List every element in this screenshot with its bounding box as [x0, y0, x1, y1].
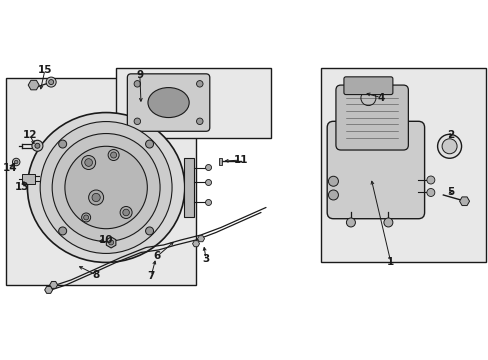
- Bar: [218, 158, 222, 165]
- Circle shape: [437, 134, 461, 158]
- Text: 7: 7: [147, 271, 155, 281]
- Circle shape: [360, 91, 375, 105]
- Circle shape: [145, 140, 153, 148]
- Text: 3: 3: [202, 254, 209, 264]
- Circle shape: [88, 190, 103, 205]
- Text: 5: 5: [447, 188, 453, 198]
- Circle shape: [196, 118, 203, 125]
- Circle shape: [134, 118, 141, 125]
- Circle shape: [441, 139, 456, 154]
- Circle shape: [205, 180, 211, 185]
- Circle shape: [12, 158, 20, 166]
- Circle shape: [59, 227, 66, 235]
- Circle shape: [92, 193, 100, 202]
- Circle shape: [65, 146, 147, 229]
- Circle shape: [196, 81, 203, 87]
- Circle shape: [40, 122, 172, 253]
- Bar: [6, 78, 196, 285]
- Circle shape: [83, 215, 88, 220]
- Bar: [22, 174, 35, 184]
- Circle shape: [32, 140, 43, 151]
- Bar: [320, 68, 485, 262]
- Circle shape: [81, 156, 96, 170]
- Ellipse shape: [148, 87, 189, 118]
- Circle shape: [108, 240, 113, 245]
- Text: 13: 13: [15, 183, 30, 193]
- Bar: [183, 158, 193, 217]
- FancyBboxPatch shape: [127, 74, 209, 131]
- Circle shape: [35, 143, 40, 148]
- FancyBboxPatch shape: [335, 85, 407, 150]
- Circle shape: [383, 218, 392, 227]
- Text: 6: 6: [153, 251, 161, 261]
- Text: 11: 11: [233, 155, 248, 165]
- Text: 14: 14: [2, 162, 17, 172]
- Circle shape: [134, 81, 141, 87]
- Circle shape: [46, 77, 56, 87]
- Circle shape: [110, 152, 117, 158]
- Text: 12: 12: [22, 130, 37, 140]
- Circle shape: [346, 218, 355, 227]
- Circle shape: [108, 149, 119, 161]
- FancyBboxPatch shape: [326, 121, 424, 219]
- Circle shape: [205, 165, 211, 171]
- Text: 1: 1: [386, 257, 394, 267]
- Circle shape: [52, 134, 160, 242]
- Circle shape: [205, 199, 211, 206]
- Text: 8: 8: [92, 270, 100, 280]
- Circle shape: [120, 207, 132, 219]
- Text: 2: 2: [447, 130, 453, 140]
- Circle shape: [49, 80, 54, 85]
- Circle shape: [122, 209, 129, 216]
- Circle shape: [328, 190, 338, 200]
- Text: 10: 10: [99, 235, 113, 245]
- Circle shape: [81, 213, 90, 222]
- Circle shape: [145, 227, 153, 235]
- Ellipse shape: [27, 113, 184, 262]
- Circle shape: [426, 176, 434, 184]
- Bar: [116, 68, 270, 138]
- Circle shape: [15, 160, 18, 164]
- Circle shape: [84, 159, 92, 166]
- Text: 4: 4: [376, 93, 384, 103]
- FancyBboxPatch shape: [343, 77, 392, 95]
- Circle shape: [59, 140, 66, 148]
- Circle shape: [426, 189, 434, 197]
- Text: 15: 15: [38, 65, 52, 75]
- Text: 9: 9: [136, 70, 143, 80]
- Circle shape: [328, 176, 338, 186]
